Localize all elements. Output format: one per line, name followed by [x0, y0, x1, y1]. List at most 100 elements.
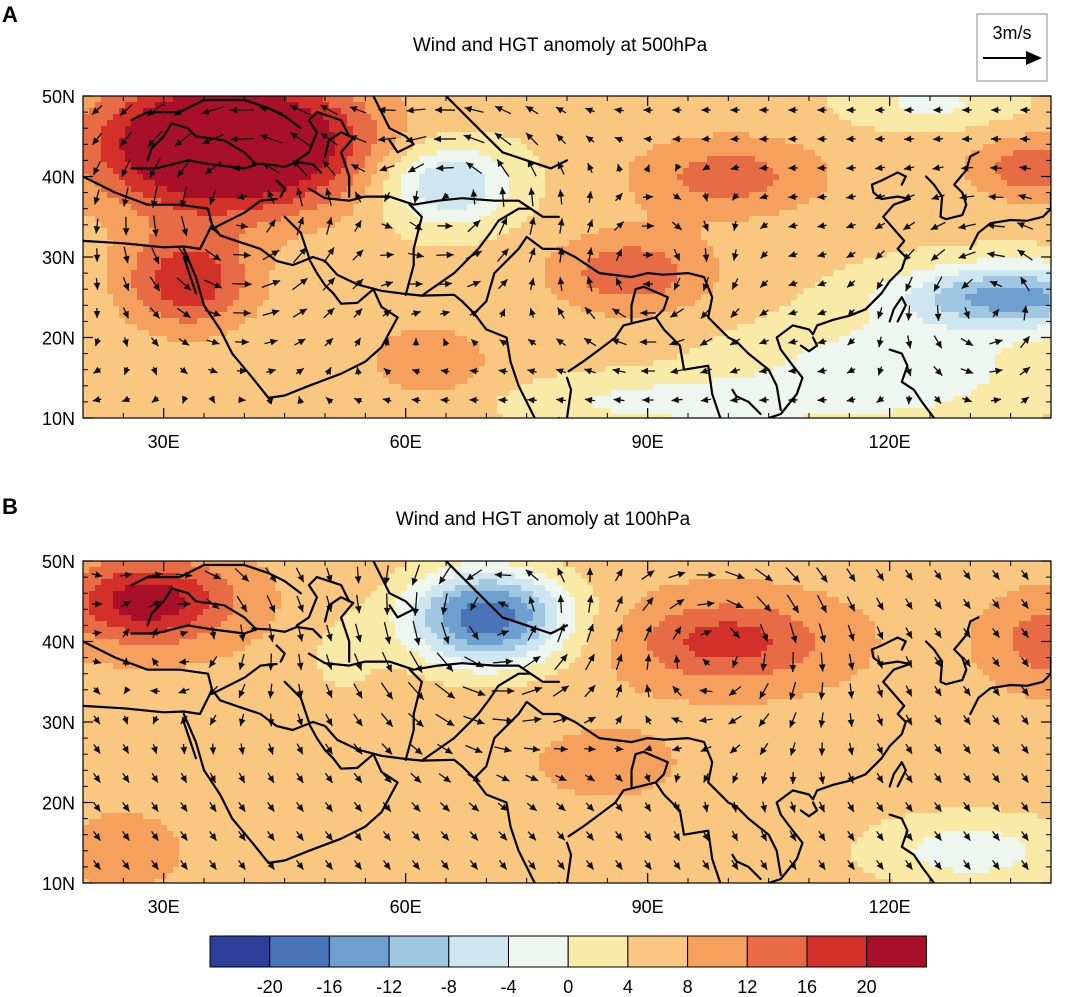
hgt-field-cell [911, 108, 918, 115]
hgt-field-cell [983, 174, 990, 181]
hgt-field-cell [863, 162, 870, 169]
hgt-field-cell [197, 162, 204, 169]
hgt-field-cell [767, 120, 774, 127]
hgt-field-cell [917, 114, 924, 121]
hgt-field-cell [749, 240, 756, 247]
hgt-field-cell [353, 246, 360, 253]
hgt-field-cell [347, 108, 354, 115]
hgt-field-cell [179, 186, 186, 193]
hgt-field-cell [263, 210, 270, 217]
hgt-field-cell [353, 258, 360, 265]
hgt-field-cell [401, 156, 408, 163]
hgt-field-cell [317, 246, 324, 253]
hgt-field-cell [695, 180, 702, 187]
hgt-field-cell [209, 144, 216, 151]
hgt-field-cell [263, 168, 270, 175]
hgt-field-cell [533, 264, 540, 271]
hgt-field-cell [941, 174, 948, 181]
hgt-field-cell [425, 258, 432, 265]
hgt-field-cell [995, 210, 1002, 217]
hgt-field-cell [1025, 138, 1032, 145]
hgt-field-cell [785, 204, 792, 211]
hgt-field-cell [143, 270, 150, 277]
hgt-field-cell [977, 150, 984, 157]
hgt-field-cell [791, 126, 798, 133]
hgt-field-cell [359, 252, 366, 259]
hgt-field-cell [461, 216, 468, 223]
hgt-field-cell [899, 228, 906, 235]
hgt-field-cell [869, 228, 876, 235]
hgt-field-cell [905, 120, 912, 127]
hgt-field-cell [143, 204, 150, 211]
hgt-field-cell [743, 210, 750, 217]
hgt-field-cell [875, 204, 882, 211]
hgt-field-cell [983, 162, 990, 169]
hgt-field-cell [125, 108, 132, 115]
hgt-field-cell [179, 150, 186, 157]
hgt-field-cell [701, 156, 708, 163]
hgt-field-cell [707, 198, 714, 205]
hgt-field-cell [539, 120, 546, 127]
hgt-field-cell [1007, 228, 1014, 235]
hgt-field-cell [599, 96, 606, 103]
hgt-field-cell [743, 252, 750, 259]
hgt-field-cell [641, 180, 648, 187]
hgt-field-cell [641, 120, 648, 127]
hgt-field-cell [779, 126, 786, 133]
hgt-field-cell [671, 252, 678, 259]
hgt-field-cell [851, 276, 858, 283]
hgt-field-cell [983, 120, 990, 127]
hgt-field-cell [569, 246, 576, 253]
hgt-field-cell [683, 120, 690, 127]
hgt-field-cell [173, 192, 180, 199]
hgt-field-cell [1019, 126, 1026, 133]
hgt-field-cell [239, 198, 246, 205]
hgt-field-cell [155, 276, 162, 283]
hgt-field-cell [311, 240, 318, 247]
hgt-field-cell [851, 192, 858, 199]
hgt-field-cell [743, 126, 750, 133]
hgt-field-cell [767, 222, 774, 229]
hgt-field-cell [305, 246, 312, 253]
hgt-field-cell [437, 192, 444, 199]
hgt-field-cell [725, 126, 732, 133]
hgt-field-cell [623, 252, 630, 259]
hgt-field-cell [431, 192, 438, 199]
hgt-field-cell [533, 270, 540, 277]
hgt-field-cell [659, 264, 666, 271]
hgt-field-cell [827, 264, 834, 271]
hgt-field-cell [167, 222, 174, 229]
hgt-field-cell [89, 240, 96, 247]
hgt-field-cell [383, 216, 390, 223]
hgt-field-cell [791, 174, 798, 181]
hgt-field-cell [461, 276, 468, 283]
hgt-field-cell [137, 264, 144, 271]
hgt-field-cell [575, 126, 582, 133]
hgt-field-cell [509, 216, 516, 223]
hgt-field-cell [521, 198, 528, 205]
hgt-field-cell [605, 246, 612, 253]
hgt-field-cell [935, 180, 942, 187]
hgt-field-cell [191, 216, 198, 223]
hgt-field-cell [953, 192, 960, 199]
hgt-field-cell [245, 240, 252, 247]
hgt-field-cell [305, 132, 312, 139]
hgt-field-cell [935, 198, 942, 205]
hgt-field-cell [947, 204, 954, 211]
hgt-field-cell [725, 114, 732, 121]
hgt-field-cell [869, 240, 876, 247]
hgt-field-cell [725, 234, 732, 241]
hgt-field-cell [443, 270, 450, 277]
hgt-field-cell [797, 132, 804, 139]
hgt-field-cell [347, 246, 354, 253]
hgt-field-cell [431, 138, 438, 145]
hgt-field-cell [815, 216, 822, 223]
hgt-field-cell [869, 192, 876, 199]
hgt-field-cell [689, 252, 696, 259]
hgt-field-cell [515, 138, 522, 145]
hgt-field-cell [137, 168, 144, 175]
hgt-field-cell [251, 168, 258, 175]
hgt-field-cell [863, 156, 870, 163]
hgt-field-cell [227, 168, 234, 175]
hgt-field-cell [581, 180, 588, 187]
